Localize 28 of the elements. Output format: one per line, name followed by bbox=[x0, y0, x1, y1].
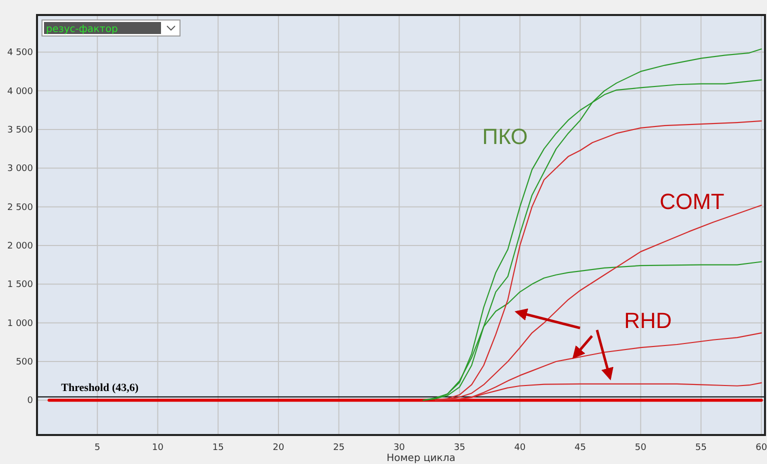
y-tick-label: 500 bbox=[16, 358, 34, 368]
x-tick-label: 25 bbox=[333, 443, 345, 453]
y-tick-label: 1 000 bbox=[7, 318, 34, 329]
annotation: RHD bbox=[624, 308, 672, 333]
y-tick-label: 0 bbox=[27, 396, 34, 406]
y-tick-label: 4 000 bbox=[7, 86, 34, 97]
x-tick-label: 10 bbox=[152, 443, 164, 453]
annotation: ПКО bbox=[482, 124, 528, 149]
y-tick-label: 2 000 bbox=[7, 241, 34, 252]
y-tick-label: 4 500 bbox=[7, 48, 34, 58]
y-tick-label: 1 500 bbox=[7, 280, 34, 290]
x-tick-label: 50 bbox=[634, 443, 647, 453]
x-tick-label: 45 bbox=[574, 443, 586, 453]
x-tick-label: 35 bbox=[454, 443, 466, 453]
x-tick-label: 5 bbox=[94, 443, 100, 453]
x-tick-label: 30 bbox=[393, 443, 406, 453]
x-tick-label: 60 bbox=[756, 443, 767, 453]
y-tick-label: 2 500 bbox=[7, 202, 34, 213]
x-tick-label: 55 bbox=[695, 443, 707, 453]
dropdown: резус-фактор bbox=[42, 20, 180, 36]
y-tick-label: 3 500 bbox=[7, 125, 34, 136]
x-tick-label: 15 bbox=[212, 443, 224, 453]
x-tick-label: 40 bbox=[514, 443, 526, 453]
x-tick-label: 20 bbox=[272, 443, 284, 453]
ref-line-label: Threshold (43,6) bbox=[61, 382, 139, 394]
x-axis-title: Номер цикла bbox=[386, 453, 456, 464]
y-tick-label: 3 000 bbox=[7, 164, 34, 174]
annotation: COMT bbox=[660, 189, 724, 214]
